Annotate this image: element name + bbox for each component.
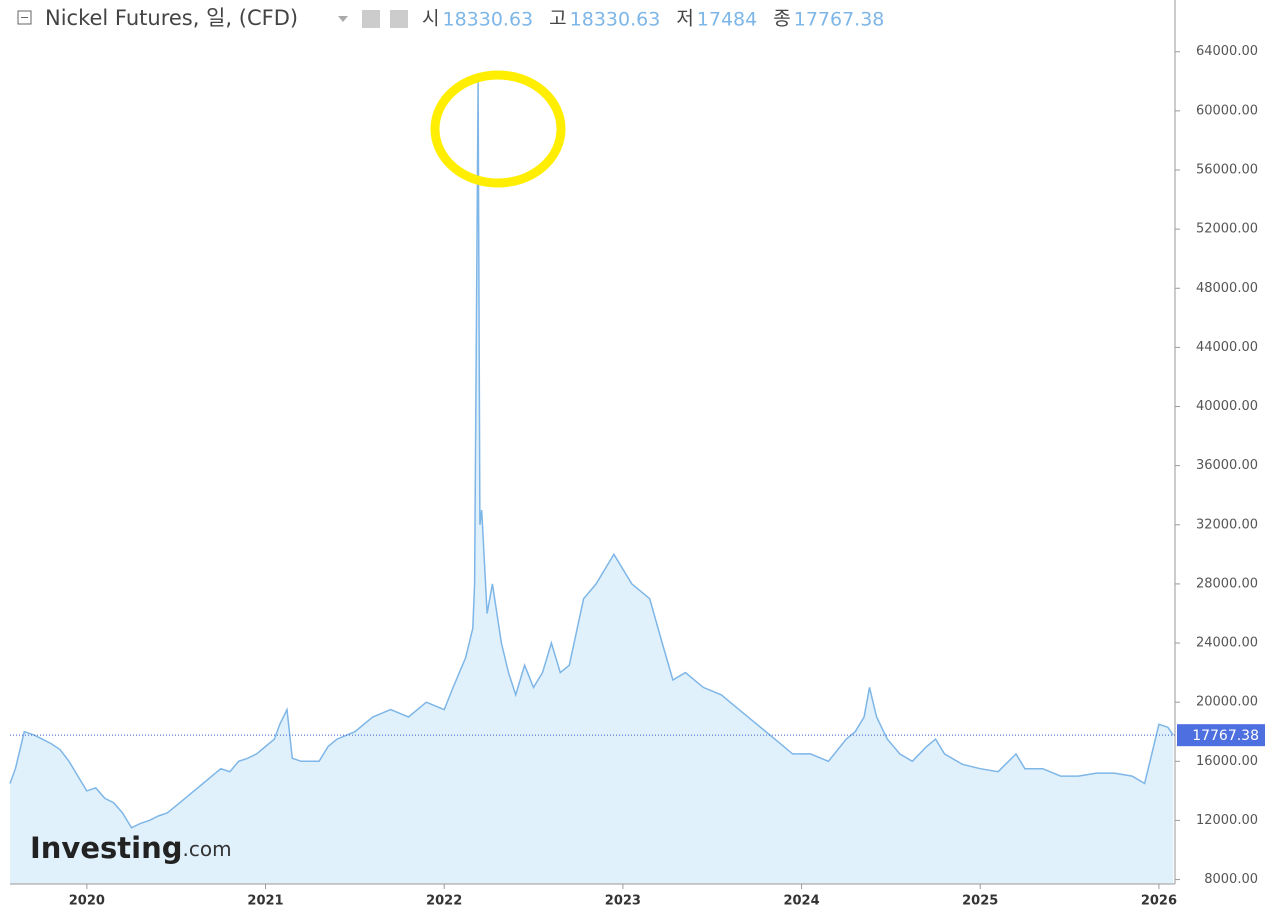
highlight-circle [430,70,566,188]
plot [9,81,1174,885]
y-tick-label: 32000.00 [1196,517,1258,532]
ohlc-value: 17484 [697,9,757,31]
y-tick-label: 12000.00 [1196,813,1258,828]
ohlc-value: 18330.63 [570,9,661,31]
y-tick-label: 16000.00 [1196,754,1258,769]
y-tick-label: 36000.00 [1196,458,1258,473]
y-tick-label: 20000.00 [1196,695,1258,710]
area [10,81,1174,885]
x-tick-label: 2023 [605,894,641,909]
y-tick-label: 48000.00 [1196,281,1258,296]
x-tick-label: 2025 [962,894,998,909]
x-tick-label: 2020 [69,894,105,909]
ohlc-label: 종 [773,8,790,30]
line [9,81,1174,829]
ohlc-label: 고 [549,8,566,30]
ohlc-values: 시 18330.63 고 18330.63 저 17484 종 17767.38 [422,8,884,31]
x-tick-label: 2022 [426,894,462,909]
ohlc-label: 저 [676,8,693,30]
x-tick-label: 2021 [247,894,283,909]
y-tick-label: 44000.00 [1196,340,1258,355]
watermark-domain: .com [182,837,231,861]
x-tick-label: 2026 [1141,894,1177,909]
last-price-badge [1177,724,1265,747]
y-tick-label: 52000.00 [1196,222,1258,237]
ohlc-value: 17767.38 [794,9,885,31]
x-tick-label: 2024 [783,894,819,909]
ohlc-value: 18330.63 [442,9,533,31]
ohlc-label: 시 [422,8,439,30]
watermark-brand: Investing [30,831,182,865]
y-tick-label: 28000.00 [1196,576,1258,591]
y-tick-label: 60000.00 [1196,103,1258,118]
y-tick-label: 40000.00 [1196,399,1258,414]
last-price-label: 17767.38 [1192,728,1259,744]
y-tick-label: 24000.00 [1196,636,1258,651]
collapse-icon[interactable] [17,10,32,25]
eye-icon[interactable] [362,10,380,28]
y-tick-label: 8000.00 [1204,872,1258,887]
dropdown-arrow[interactable] [338,16,348,22]
y-tick-label: 64000.00 [1196,44,1258,59]
watermark: Investing.com [30,831,232,865]
chart-title: Nickel Futures, 일, (CFD) [45,6,298,30]
y-tick-label: 56000.00 [1196,163,1258,178]
settings-icon[interactable] [390,10,408,28]
